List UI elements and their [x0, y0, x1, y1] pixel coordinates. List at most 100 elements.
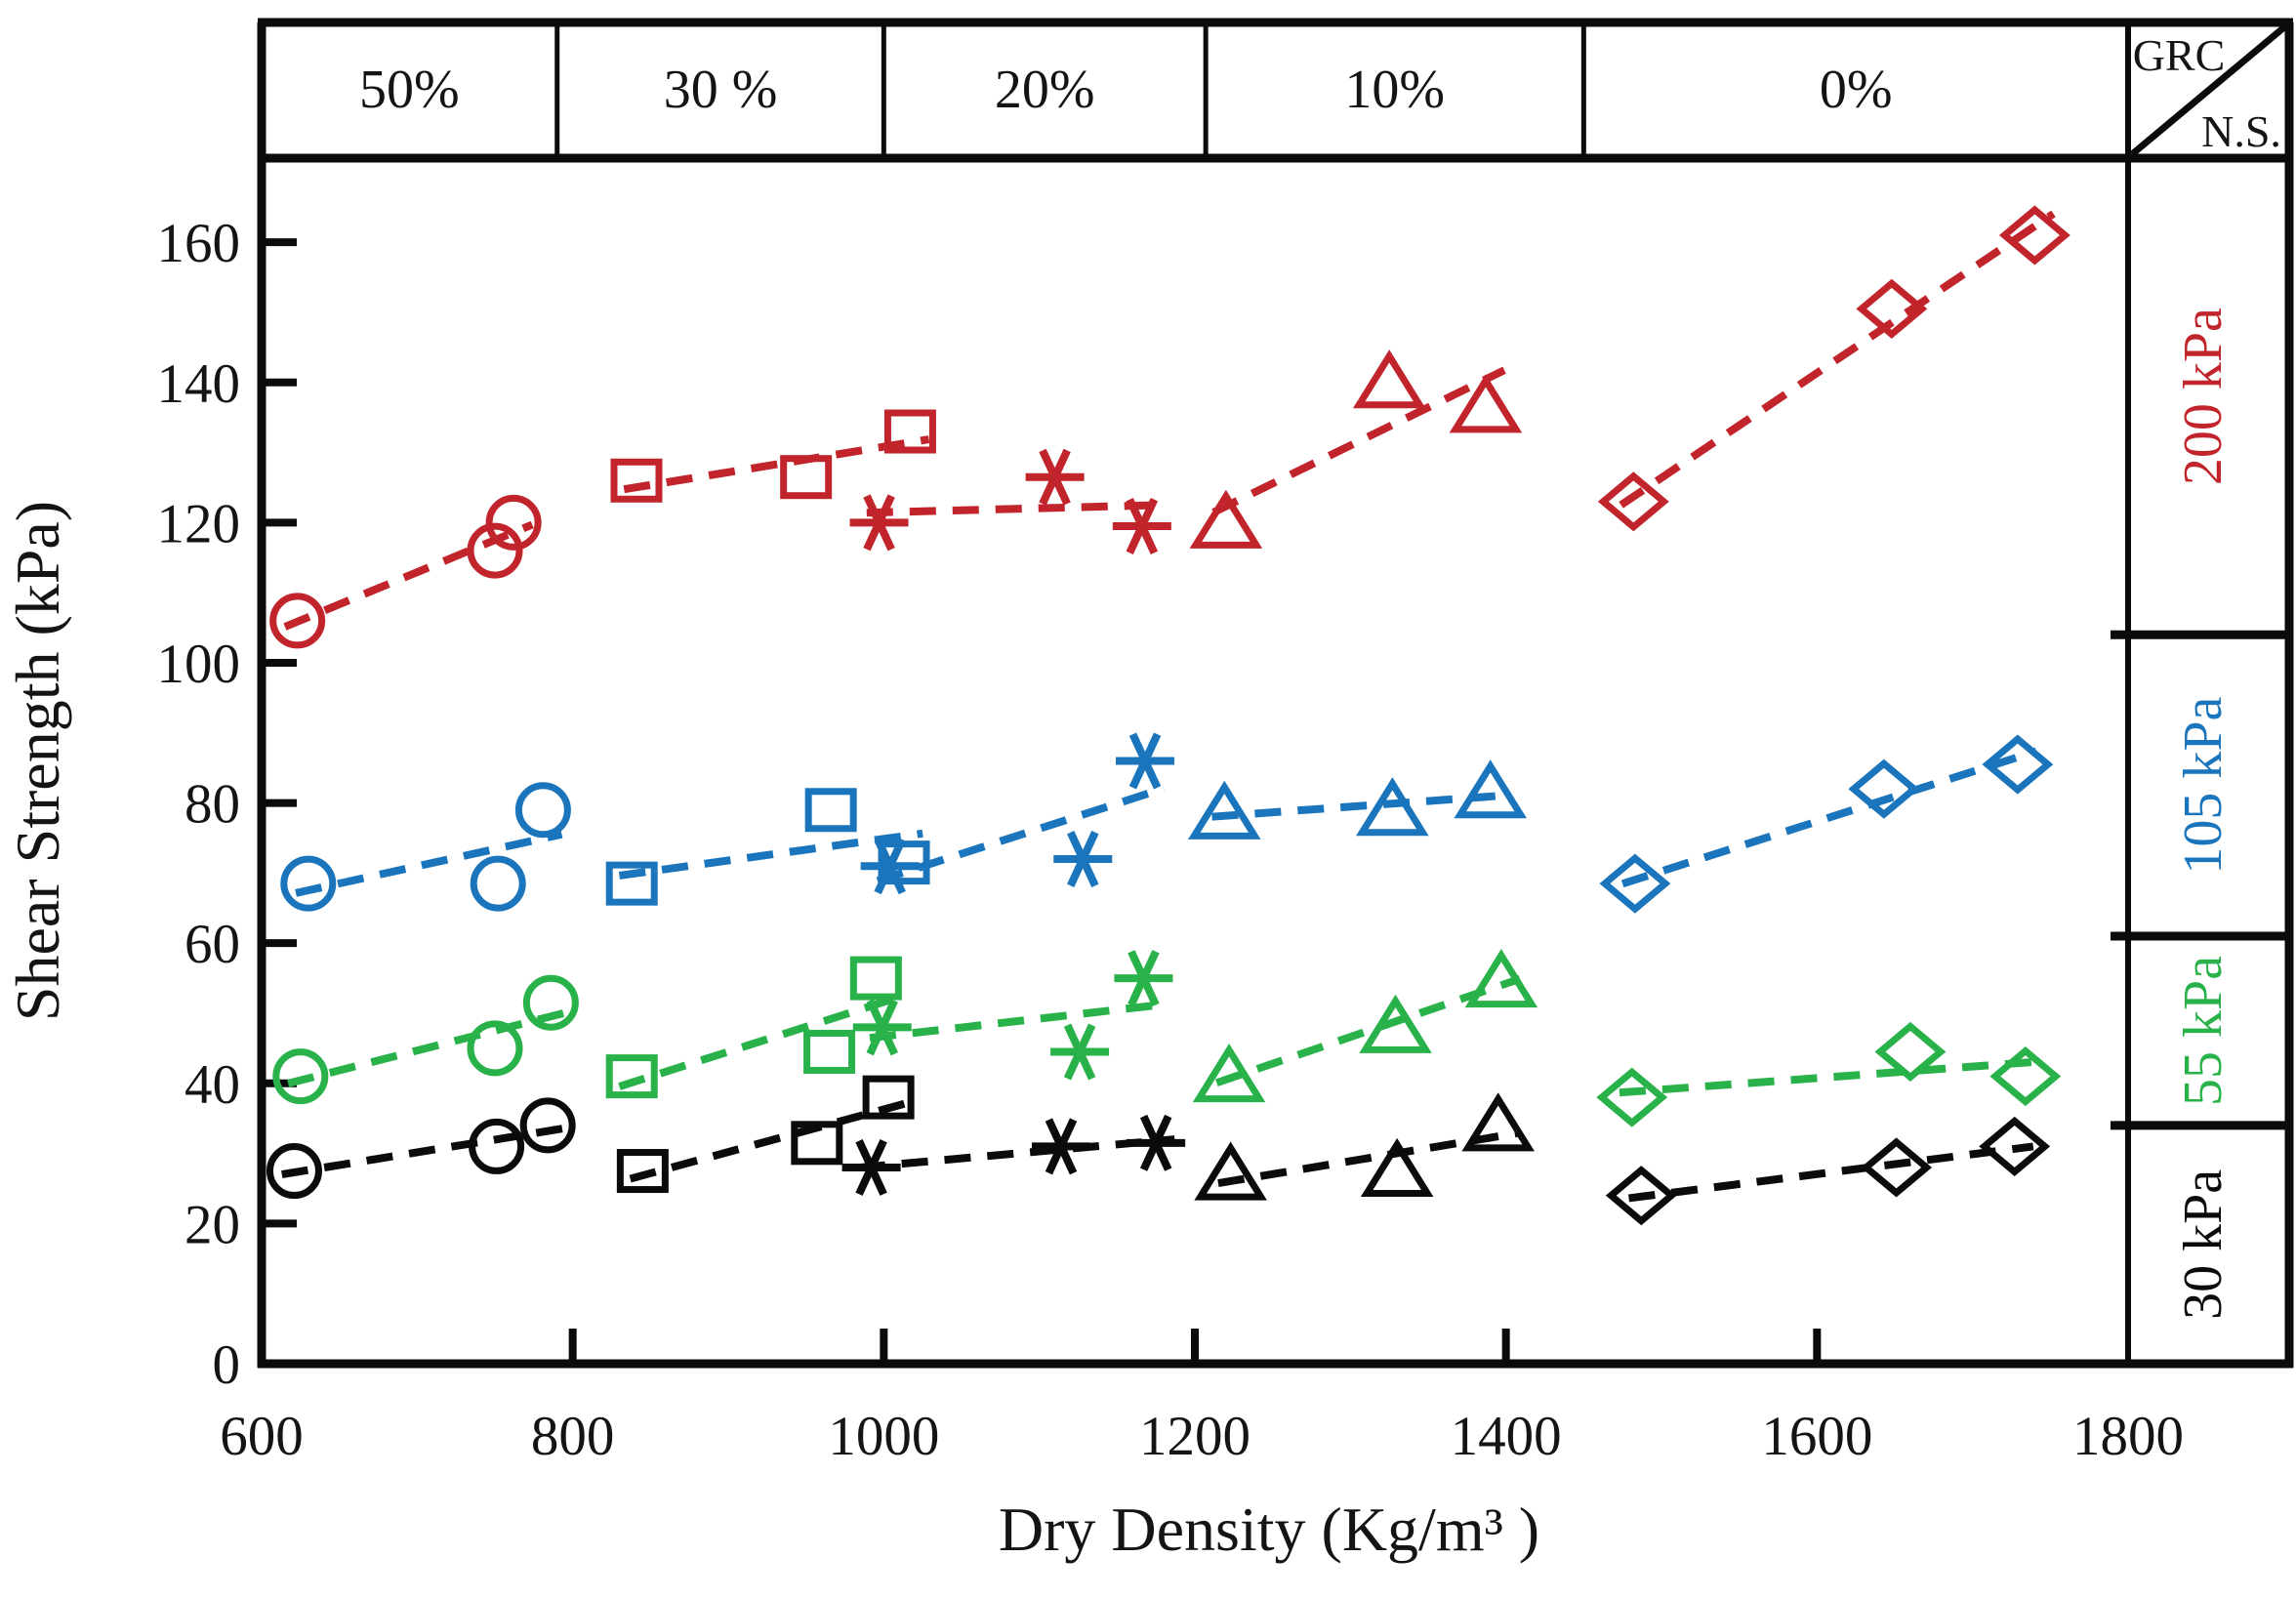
series-asterisk-200kPa: [849, 448, 1171, 554]
trend-line: [623, 435, 930, 494]
trend-line: [1619, 210, 2056, 509]
square-marker: [803, 1029, 856, 1074]
y-tick-label: 160: [157, 213, 241, 274]
square-marker: [780, 455, 833, 500]
triangle-marker: [1192, 1043, 1266, 1103]
triangle-marker: [1360, 1137, 1434, 1198]
triangle-marker: [1352, 349, 1426, 409]
series-circle-55kPa: [272, 974, 579, 1105]
y-tick-label: 20: [184, 1194, 240, 1255]
grc-band-label: 50%: [359, 60, 460, 120]
series-square-200kPa: [610, 409, 936, 503]
grc-band-label: 10%: [1344, 60, 1445, 120]
corner-grc-label: GRC: [2133, 30, 2226, 80]
y-tick-label: 120: [157, 493, 241, 554]
trend-line: [287, 1007, 571, 1087]
trend-line: [1217, 1128, 1518, 1188]
series-triangle-55kPa: [1192, 949, 1538, 1103]
triangle-marker: [1461, 1092, 1535, 1152]
asterisk-stroke: [1128, 732, 1162, 790]
series-triangle-200kPa: [1189, 349, 1523, 549]
grc-band-label: 0%: [1820, 60, 1893, 120]
x-tick-label: 1400: [1451, 1406, 1562, 1467]
square-marker: [791, 1121, 843, 1166]
asterisk-stroke: [1067, 831, 1099, 887]
square-marker: [804, 788, 857, 833]
y-tick-label: 100: [157, 634, 241, 695]
circle-marker: [469, 1118, 525, 1174]
asterisk-stroke: [1139, 1114, 1172, 1171]
trend-line: [618, 995, 896, 1090]
trend-line: [866, 501, 1162, 517]
x-tick-label: 1000: [828, 1406, 939, 1467]
asterisk-stroke: [1126, 497, 1159, 554]
x-tick-label: 600: [220, 1406, 304, 1467]
diamond-marker: [1599, 853, 1671, 914]
trend-line: [869, 1001, 1163, 1043]
trend-line: [295, 830, 563, 897]
circle-marker: [269, 593, 326, 649]
series-asterisk-55kPa: [852, 950, 1173, 1081]
trend-line: [1215, 974, 1522, 1087]
circle-marker: [470, 855, 526, 912]
diamond-marker: [1605, 1166, 1677, 1226]
x-axis-title: Dry Density (Kg/m³ ): [999, 1495, 1539, 1564]
axis-ticks: [262, 238, 1822, 1364]
asterisk-stroke: [1045, 1118, 1078, 1175]
x-tick-label: 1200: [1139, 1406, 1250, 1467]
series-diamond-55kPa: [1596, 1021, 2062, 1127]
triangle-marker: [1454, 759, 1528, 819]
asterisk-stroke: [1063, 1023, 1096, 1081]
triangle-marker: [1187, 780, 1261, 840]
diamond-marker: [1989, 1046, 2062, 1107]
y-axis-title: Shear Strength (kPa): [3, 501, 72, 1021]
ns-band-label: 55 kPa: [2173, 956, 2234, 1106]
diamond-marker: [1597, 471, 1669, 532]
square-marker: [610, 458, 663, 503]
trend-line: [618, 829, 923, 880]
triangle-marker: [1359, 994, 1432, 1053]
square-marker: [862, 1075, 915, 1120]
x-axis-title-group: Dry Density (Kg/m³ ): [999, 1495, 1539, 1564]
triangle-marker: [1189, 489, 1263, 549]
triangle-marker: [1464, 949, 1538, 1008]
circle-marker: [514, 782, 571, 839]
y-tick-label: 0: [213, 1334, 241, 1396]
corner-legend: GRC N.S.: [2129, 23, 2288, 157]
series-circle-30kPa: [266, 1097, 576, 1200]
triangle-marker: [1194, 1141, 1267, 1201]
diamond-marker: [1874, 1021, 1947, 1083]
y-tick-label: 80: [184, 774, 240, 836]
asterisk-stroke: [1128, 950, 1160, 1007]
trend-line: [1628, 1142, 2034, 1203]
grc-header-band: 50% 30 % 20% 10% 0%: [359, 22, 1892, 158]
trend-line: [1211, 366, 1506, 516]
diamond-marker: [1998, 205, 2070, 266]
diamond-marker: [1982, 734, 2054, 795]
ns-band-label: 30 kPa: [2173, 1169, 2234, 1320]
corner-diagonal-line: [2129, 23, 2288, 157]
ns-band-label: 200 kPa: [2173, 307, 2234, 485]
trend-line: [876, 784, 1166, 885]
series-diamond-105kPa: [1599, 734, 2054, 914]
series-circle-200kPa: [269, 494, 542, 649]
ns-side-band: 200 kPa 105 kPa 55 kPa 30 kPa: [2111, 307, 2289, 1320]
asterisk-stroke: [855, 1138, 887, 1196]
series-asterisk-105kPa: [860, 732, 1175, 895]
square-marker: [605, 1054, 658, 1099]
circle-marker: [266, 1143, 322, 1200]
corner-ns-label: N.S.: [2201, 106, 2281, 156]
triangle-marker: [1356, 777, 1429, 837]
asterisk-stroke: [874, 838, 906, 895]
trend-line: [1211, 791, 1510, 821]
diamond-marker: [1861, 1137, 1933, 1198]
trend-line: [1619, 1057, 2045, 1097]
y-tick-label: 140: [157, 353, 241, 415]
trend-line: [1620, 747, 2038, 888]
grc-band-label: 20%: [995, 60, 1095, 120]
diamond-marker: [1596, 1067, 1668, 1127]
circle-marker: [522, 974, 579, 1031]
circle-marker: [467, 522, 523, 579]
diamond-marker: [1979, 1116, 2051, 1176]
